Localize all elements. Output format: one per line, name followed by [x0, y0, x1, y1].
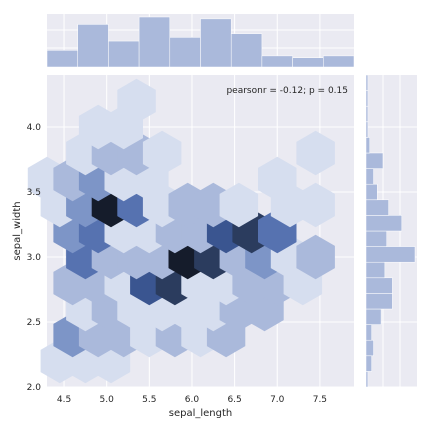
x-tick-label: 6.5 — [227, 395, 241, 405]
top-hist-bar — [169, 37, 201, 68]
right-hist-bar — [365, 121, 369, 138]
right-hist-bar — [365, 371, 369, 388]
x-axis-label: sepal_length — [169, 408, 233, 419]
right-hist-bar — [365, 74, 369, 91]
top-hist-bar — [138, 16, 171, 68]
right-hist-bar — [365, 324, 372, 341]
top-marginal-histogram — [46, 16, 355, 68]
right-hist-bar — [365, 230, 387, 247]
x-tick-label: 7.5 — [313, 395, 327, 405]
top-hist-bar — [230, 33, 263, 68]
hexbin-cells — [27, 78, 335, 384]
x-tick-label: 6.0 — [185, 395, 200, 405]
y-axis-label: sepal_width — [12, 201, 23, 260]
y-tick-label: 2.5 — [27, 318, 41, 328]
top-hist-bar — [46, 50, 78, 68]
hex-cell — [142, 130, 182, 176]
hex-cell — [296, 182, 335, 228]
y-tick-label: 4.0 — [27, 123, 42, 133]
right-hist-bar — [365, 183, 378, 201]
right-hist-bar — [365, 215, 403, 232]
hex-cell — [296, 130, 335, 176]
right-marginal-histogram — [365, 74, 416, 388]
right-hist-bar — [365, 308, 382, 325]
pearson-annotation: pearsonr = -0.12; p = 0.15 — [226, 86, 348, 96]
x-tick-label: 5.5 — [142, 395, 156, 405]
top-hist-bar — [77, 24, 109, 68]
top-hist-bar — [261, 55, 293, 68]
right-hist-bar — [365, 137, 371, 154]
right-hist-bar — [365, 246, 416, 263]
right-hist-bar — [365, 355, 372, 372]
hex-cell — [258, 156, 297, 202]
x-tick-labels: 4.5 5.0 5.5 6.0 6.5 7.0 7.5 — [57, 395, 327, 405]
x-tick-label: 5.0 — [100, 395, 115, 405]
right-hist-bar — [365, 152, 384, 169]
x-tick-label: 7.0 — [270, 395, 285, 405]
right-hist-bar — [365, 339, 374, 357]
hex-cell — [117, 78, 156, 124]
y-tick-label: 3.5 — [27, 188, 41, 198]
right-hist-bar — [365, 277, 393, 294]
x-tick-label: 4.5 — [57, 395, 71, 405]
hex-cell — [219, 182, 259, 228]
y-tick-label: 3.0 — [27, 253, 42, 263]
hex-cell — [296, 234, 335, 280]
top-hist-bar — [292, 57, 324, 68]
top-hist-bar — [200, 18, 232, 68]
right-hist-bar — [365, 199, 389, 216]
right-hist-bar — [365, 90, 369, 107]
top-hist-bar — [108, 40, 140, 68]
y-tick-labels: 2.0 2.5 3.0 3.5 4.0 — [27, 123, 42, 393]
right-hist-bar — [365, 261, 386, 279]
right-hist-bar — [365, 105, 369, 123]
y-tick-label: 2.0 — [27, 383, 42, 393]
top-hist-bar — [323, 55, 355, 68]
right-hist-bar — [365, 168, 374, 185]
right-hist-bar — [365, 293, 393, 310]
